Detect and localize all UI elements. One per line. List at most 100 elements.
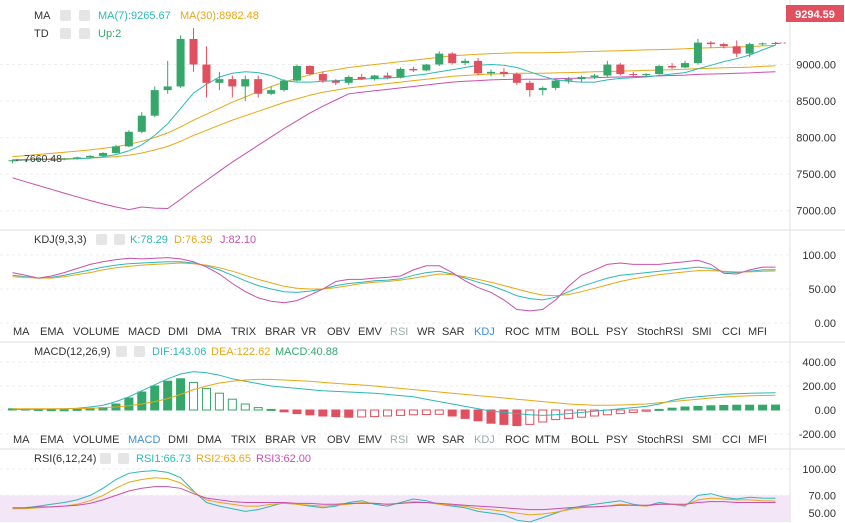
candle-body[interactable] <box>370 75 379 80</box>
indicator-tab-trix[interactable]: TRIX <box>231 434 257 446</box>
candle-body[interactable] <box>176 38 185 87</box>
candle-body[interactable] <box>383 75 392 78</box>
indicator-tab-mfi[interactable]: MFI <box>748 434 767 446</box>
indicator-tab-obv[interactable]: OBV <box>327 326 351 338</box>
settings-icon[interactable] <box>60 10 71 21</box>
candle-body[interactable] <box>706 42 715 45</box>
close-icon[interactable] <box>79 10 90 21</box>
candle-body[interactable] <box>668 66 677 68</box>
indicator-tab-ma[interactable]: MA <box>13 326 30 338</box>
indicator-tab-volume[interactable]: VOLUME <box>73 434 119 446</box>
candle-body[interactable] <box>461 60 470 64</box>
indicator-tab-cci[interactable]: CCI <box>722 434 741 446</box>
indicator-tab-emv[interactable]: EMV <box>358 326 383 338</box>
candle-body[interactable] <box>564 79 573 81</box>
indicator-tab-volume[interactable]: VOLUME <box>73 326 119 338</box>
indicator-tab-boll[interactable]: BOLL <box>571 326 599 338</box>
candle-body[interactable] <box>202 64 211 83</box>
indicator-tab-dmi[interactable]: DMI <box>168 326 188 338</box>
candle-body[interactable] <box>73 157 82 159</box>
indicator-tab-kdj[interactable]: KDJ <box>474 434 495 446</box>
candle-body[interactable] <box>629 74 638 76</box>
indicator-tab-mfi[interactable]: MFI <box>748 326 767 338</box>
candle-body[interactable] <box>538 87 547 91</box>
candle-body[interactable] <box>215 79 224 83</box>
candle-body[interactable] <box>590 75 599 77</box>
indicator-tab-macd[interactable]: MACD <box>128 434 160 446</box>
candle-body[interactable] <box>254 79 263 94</box>
candle-body[interactable] <box>267 90 276 94</box>
candle-body[interactable] <box>21 159 30 161</box>
candle-body[interactable] <box>732 46 741 54</box>
indicator-tab-ema[interactable]: EMA <box>40 434 65 446</box>
indicator-tab-smi[interactable]: SMI <box>692 326 712 338</box>
candle-body[interactable] <box>693 42 702 64</box>
indicator-tab-roc[interactable]: ROC <box>505 326 530 338</box>
candle-body[interactable] <box>47 158 56 160</box>
settings-icon[interactable] <box>100 453 111 464</box>
indicator-tab-dmi[interactable]: DMI <box>168 434 188 446</box>
candle-body[interactable] <box>98 152 108 156</box>
candle-body[interactable] <box>512 74 521 83</box>
candle-body[interactable] <box>357 76 366 80</box>
indicator-tab-stochrsi[interactable]: StochRSI <box>637 326 683 338</box>
candle-body[interactable] <box>124 131 133 147</box>
candle-body[interactable] <box>486 71 496 74</box>
close-icon[interactable] <box>134 346 145 357</box>
indicator-tab-wr[interactable]: WR <box>417 434 435 446</box>
candle-body[interactable] <box>409 68 418 71</box>
candle-body[interactable] <box>435 53 444 65</box>
candle-body[interactable] <box>655 66 664 75</box>
indicator-tab-macd[interactable]: MACD <box>128 326 160 338</box>
candle-body[interactable] <box>499 71 508 75</box>
settings-icon[interactable] <box>116 346 127 357</box>
candle-body[interactable] <box>318 74 327 81</box>
candle-body[interactable] <box>331 80 340 83</box>
indicator-tab-ma[interactable]: MA <box>13 434 30 446</box>
indicator-tab-psy[interactable]: PSY <box>606 326 629 338</box>
indicator-tab-dma[interactable]: DMA <box>197 326 222 338</box>
candle-body[interactable] <box>551 80 560 88</box>
indicator-tab-mtm[interactable]: MTM <box>535 434 560 446</box>
candle-body[interactable] <box>396 68 405 78</box>
indicator-tab-sar[interactable]: SAR <box>442 326 465 338</box>
candle-body[interactable] <box>525 82 534 91</box>
indicator-tab-ema[interactable]: EMA <box>40 326 65 338</box>
indicator-tab-dma[interactable]: DMA <box>197 434 222 446</box>
candle-body[interactable] <box>603 64 612 76</box>
indicator-tab-boll[interactable]: BOLL <box>571 434 599 446</box>
candle-body[interactable] <box>680 63 690 68</box>
candle-body[interactable] <box>150 90 159 116</box>
indicator-tab-vr[interactable]: VR <box>301 326 316 338</box>
close-icon[interactable] <box>114 234 125 245</box>
candle-body[interactable] <box>616 64 625 75</box>
candle-body[interactable] <box>241 79 250 87</box>
candle-body[interactable] <box>189 38 198 65</box>
indicator-tab-sar[interactable]: SAR <box>442 434 465 446</box>
indicator-tab-rsi[interactable]: RSI <box>390 434 408 446</box>
indicator-tab-rsi[interactable]: RSI <box>390 326 408 338</box>
candle-body[interactable] <box>280 80 289 91</box>
candle-body[interactable] <box>34 158 43 160</box>
candle-body[interactable] <box>448 53 457 64</box>
indicator-tab-smi[interactable]: SMI <box>692 434 712 446</box>
indicator-tab-emv[interactable]: EMV <box>358 434 383 446</box>
indicator-tab-cci[interactable]: CCI <box>722 326 741 338</box>
candle-body[interactable] <box>228 79 237 87</box>
indicator-tab-wr[interactable]: WR <box>417 326 435 338</box>
candle-body[interactable] <box>344 76 353 83</box>
indicator-tab-brar[interactable]: BRAR <box>265 326 296 338</box>
settings-icon[interactable] <box>60 28 71 39</box>
candle-body[interactable] <box>305 66 314 75</box>
candle-body[interactable] <box>422 64 431 71</box>
candle-body[interactable] <box>111 146 120 153</box>
indicator-tab-roc[interactable]: ROC <box>505 434 530 446</box>
indicator-tab-brar[interactable]: BRAR <box>265 434 296 446</box>
indicator-tab-mtm[interactable]: MTM <box>535 326 560 338</box>
settings-icon[interactable] <box>96 234 107 245</box>
candle-body[interactable] <box>577 76 586 80</box>
candle-body[interactable] <box>474 60 483 74</box>
candle-body[interactable] <box>137 115 146 132</box>
candle-body[interactable] <box>292 66 302 81</box>
